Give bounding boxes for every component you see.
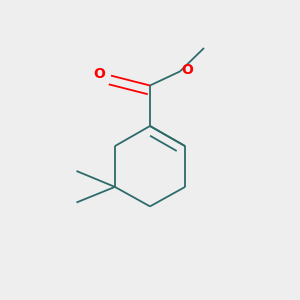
Text: O: O xyxy=(93,67,105,81)
Text: O: O xyxy=(182,63,194,77)
